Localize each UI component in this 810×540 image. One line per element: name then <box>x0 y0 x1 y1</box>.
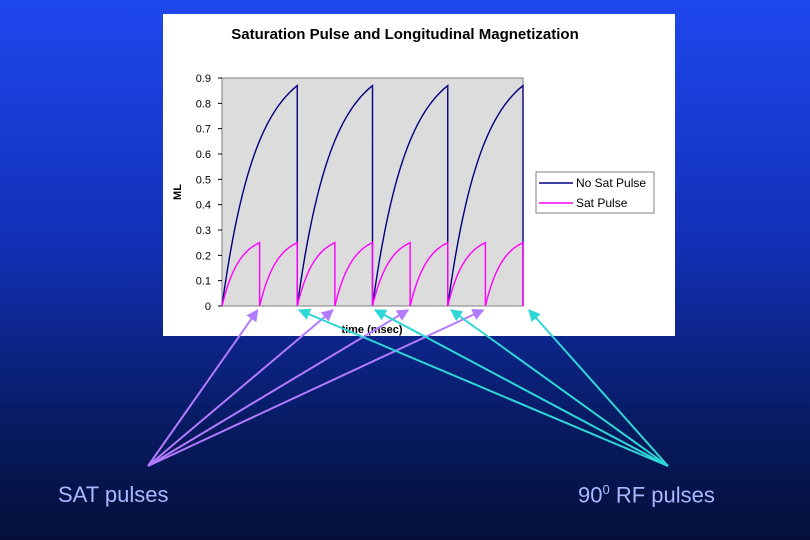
legend: No Sat Pulse Sat Pulse <box>535 171 655 214</box>
y-tick-label: 0.6 <box>196 149 211 161</box>
rf-pulse-arrow <box>528 309 669 467</box>
y-tick-label: 0.5 <box>196 174 211 186</box>
legend-box <box>535 171 655 214</box>
rf-pulses-caption: 900 RF pulses <box>578 482 715 508</box>
sat-pulses-caption: SAT pulses <box>58 482 169 507</box>
chart: Saturation Pulse and Longitudinal Magnet… <box>163 14 675 336</box>
sat-pulse-arrow <box>147 309 259 467</box>
series-layer <box>221 84 524 307</box>
rf-pulses-degree-value: 90 <box>578 482 603 508</box>
y-tick-label: 0.8 <box>196 98 211 110</box>
legend-label-sat-pulse: Sat Pulse <box>576 196 628 210</box>
y-tick-label: 0 <box>205 301 211 313</box>
pulse-arrows <box>147 308 669 467</box>
rf-pulse-arrow <box>450 309 669 467</box>
rf-pulses-degree-sup: 0 <box>602 482 610 497</box>
y-tick-label: 0.7 <box>196 124 211 136</box>
sat-pulse-arrow <box>147 309 485 467</box>
chart-title: Saturation Pulse and Longitudinal Magnet… <box>231 26 579 43</box>
series-line-sat-pulse <box>221 241 524 307</box>
x-axis-label: time (msec) <box>341 324 402 336</box>
rf-pulses-caption-text: RF pulses <box>609 482 715 508</box>
rf-pulse-arrow <box>373 309 669 467</box>
legend-label-no-sat-pulse: No Sat Pulse <box>576 176 646 190</box>
y-tick-label: 0.3 <box>196 225 211 237</box>
sat-pulse-arrow <box>147 309 410 467</box>
y-tick-label: 0.2 <box>196 250 211 262</box>
y-tick-label: 0.9 <box>196 73 211 85</box>
y-axis: 0 0.1 0.2 0.3 0.4 0.5 0.6 0.7 0.8 0.9 <box>196 73 222 313</box>
y-tick-label: 0.4 <box>196 200 211 212</box>
sat-pulse-arrow <box>147 309 334 467</box>
rf-pulse-arrow <box>297 308 669 467</box>
y-axis-label: ML <box>172 184 184 200</box>
y-tick-label: 0.1 <box>196 276 211 288</box>
